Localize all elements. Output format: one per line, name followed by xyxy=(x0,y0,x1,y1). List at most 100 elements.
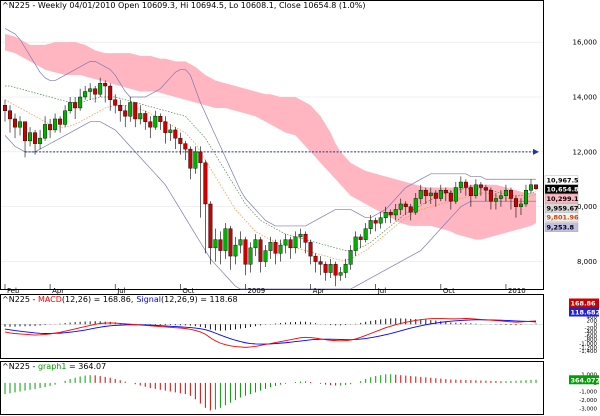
x-tick-label: 2009 xyxy=(247,287,265,295)
candle-body xyxy=(183,143,188,150)
candle-body xyxy=(318,261,323,265)
candle-body xyxy=(443,190,448,194)
price-y-tick-label: 14,000 xyxy=(573,94,598,102)
candle-body xyxy=(78,96,83,109)
candle-body xyxy=(43,124,48,139)
candle-body xyxy=(353,236,358,251)
candle-body xyxy=(28,132,33,142)
candles xyxy=(3,77,539,287)
candle-body xyxy=(108,85,113,100)
candle-body xyxy=(258,239,263,262)
candle-body xyxy=(138,113,143,120)
candle-body xyxy=(68,102,73,111)
candle-body xyxy=(358,236,363,240)
candle-body xyxy=(493,198,498,202)
macd-header-prefix: ^N225 - xyxy=(2,295,38,304)
candle-body xyxy=(268,242,273,251)
candle-body xyxy=(283,239,288,246)
candle-body xyxy=(468,187,473,196)
macd-y-tick-label: -1,400 xyxy=(579,349,597,355)
candle-body xyxy=(433,192,438,199)
candle-body xyxy=(48,124,53,131)
candle-body xyxy=(423,190,428,196)
candle-body xyxy=(8,110,13,120)
candle-body xyxy=(308,242,313,257)
candle-body xyxy=(133,102,138,120)
price-tag-label: 10,654.8 xyxy=(547,186,580,194)
candle-body xyxy=(323,264,328,273)
candle-body xyxy=(223,228,228,251)
candle-body xyxy=(33,132,38,144)
candle-body xyxy=(373,220,378,224)
candle-body xyxy=(3,105,7,111)
candle-body xyxy=(368,220,373,229)
candle-body xyxy=(408,206,413,213)
price-y-tick-label: 16,000 xyxy=(573,39,598,47)
candle-body xyxy=(173,129,178,139)
candle-body xyxy=(393,209,398,216)
graph1-y-tick-label: -2,000 xyxy=(579,398,597,404)
candle-body xyxy=(158,115,163,122)
candle-body xyxy=(288,239,293,249)
candle-body xyxy=(463,181,468,188)
x-tick-label: Oct xyxy=(182,287,194,295)
macd-header-params: (12,26) xyxy=(62,295,91,304)
candle-body xyxy=(388,211,393,216)
signal-header-name: Signal xyxy=(136,295,161,304)
price-x-axis: Feb Apr Jul Oct 2009 Apr Jul Oct 2010 xyxy=(4,284,526,295)
candle-body xyxy=(213,239,218,249)
upper-band-line xyxy=(4,28,536,227)
candle-body xyxy=(413,198,418,213)
candle-body xyxy=(253,239,258,249)
candle-body xyxy=(13,118,18,128)
price-tag-label: 10,967.5 xyxy=(547,177,580,185)
candle-body xyxy=(343,264,348,273)
macd-y-tick-label: 200 xyxy=(587,318,598,324)
candle-body xyxy=(458,181,463,188)
candle-body xyxy=(23,121,28,142)
candle-body xyxy=(534,184,539,189)
cloud-area xyxy=(5,33,536,240)
macd-lines xyxy=(4,318,537,348)
candle-body xyxy=(93,88,98,95)
candle-body xyxy=(528,184,533,191)
candle-body xyxy=(498,195,503,199)
candle-body xyxy=(508,190,513,199)
graph1-header-prefix: ^N225 - xyxy=(2,362,38,371)
candle-body xyxy=(38,137,43,144)
candle-body xyxy=(58,118,63,125)
candle-body xyxy=(453,187,458,202)
price-tag-label: 9,959.67 xyxy=(547,204,579,212)
candle-body xyxy=(178,137,183,144)
graph1-y-tick-label: -3,000 xyxy=(579,407,597,413)
candle-body xyxy=(128,102,133,117)
candle-body xyxy=(73,102,78,109)
reference-arrow xyxy=(533,148,539,155)
candle-body xyxy=(273,242,278,254)
candle-body xyxy=(143,113,148,122)
candle-body xyxy=(263,250,268,262)
macd-tag-box xyxy=(569,307,599,317)
candle-body xyxy=(238,239,243,246)
candle-body xyxy=(478,184,483,188)
candle-body xyxy=(248,247,253,265)
candle-body xyxy=(523,190,528,205)
macd-line xyxy=(4,318,537,348)
candle-body xyxy=(378,217,383,224)
price-tag-box xyxy=(544,184,579,194)
candle-body xyxy=(503,190,508,196)
candle-body xyxy=(303,233,308,243)
graph1-panel xyxy=(0,361,544,415)
ichimoku-cloud xyxy=(5,33,536,240)
candle-body xyxy=(428,192,433,196)
macd-header-name: MACD xyxy=(38,295,62,304)
candle-body xyxy=(518,203,523,207)
candle-body xyxy=(243,239,248,265)
macd-panel xyxy=(0,294,544,359)
candle-body xyxy=(218,239,223,251)
candle-body xyxy=(313,255,318,262)
price-tag-box xyxy=(544,212,579,222)
price-y-axis: 8,000 10,000 12,000 14,000 16,000 xyxy=(573,39,598,266)
price-tag-label: 9,801.96 xyxy=(547,213,580,221)
